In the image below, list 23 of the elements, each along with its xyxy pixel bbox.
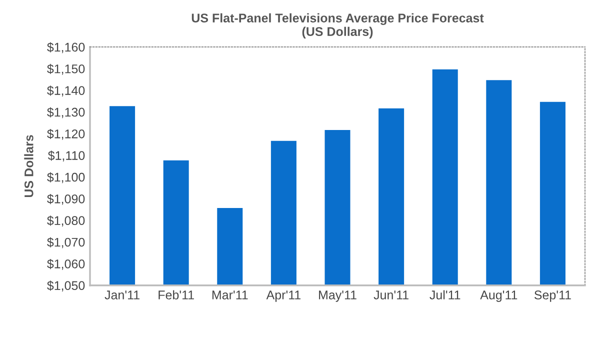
y-tick-label: $1,060: [47, 258, 85, 270]
y-tick-label: $1,120: [47, 128, 85, 140]
x-tick-label: Apr'11: [266, 290, 300, 302]
y-tick-label: $1,050: [47, 280, 85, 292]
y-tick-label: $1,070: [47, 237, 85, 248]
y-tick-label: $1,130: [47, 107, 85, 118]
y-tick-label: $1,090: [47, 194, 85, 205]
x-tick-label: Feb'11: [158, 290, 194, 300]
x-tick-label: May'11: [319, 290, 356, 302]
y-tick-label: $1,150: [47, 64, 85, 75]
x-tick-label: Jan'11: [104, 290, 140, 300]
chart-title: US Flat-Panel Televisions Average Price Forecast (US Dollars): [192, 13, 484, 38]
x-tick-label: Jun'11: [374, 290, 408, 300]
y-tick-label: $1,100: [47, 172, 85, 184]
x-tick-label: Aug'11: [480, 290, 518, 302]
y-tick-label: $1,110: [48, 150, 85, 162]
x-tick-label: Sep'11: [534, 290, 571, 302]
y-tick-label: $1,080: [47, 216, 85, 226]
x-tick-label: Mar'11: [212, 290, 248, 300]
y-tick-label: $1,140: [47, 86, 85, 96]
x-tick-label: Jul'11: [430, 290, 460, 300]
y-axis-title: US Dollars: [24, 135, 34, 198]
y-tick-label: $1,160: [47, 42, 85, 54]
